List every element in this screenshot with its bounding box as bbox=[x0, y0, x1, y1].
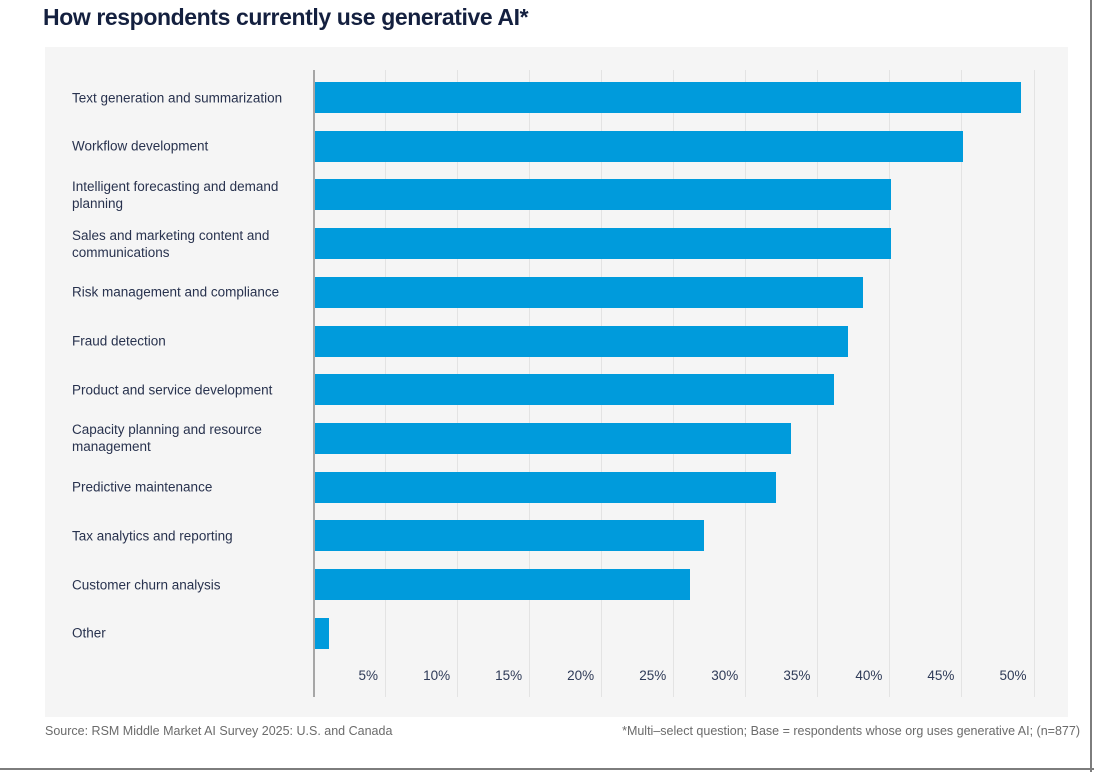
bar-6 bbox=[315, 325, 849, 357]
category-label-12: Other bbox=[72, 625, 106, 641]
bar-12 bbox=[315, 617, 330, 649]
x-tick-label-10: 10% bbox=[423, 668, 451, 683]
bar-5 bbox=[315, 276, 863, 308]
category-label-5: Risk management and compliance bbox=[72, 284, 280, 300]
x-tick-label-40: 40% bbox=[855, 668, 883, 683]
x-tick-label-20: 20% bbox=[567, 668, 595, 683]
gridline-50 bbox=[1033, 70, 1035, 697]
x-tick-label-15: 15% bbox=[495, 668, 523, 683]
x-tick-label-50: 50% bbox=[999, 668, 1027, 683]
x-tick-label-45: 45% bbox=[927, 668, 955, 683]
category-label-3: Intelligent forecasting and demand plann… bbox=[72, 178, 279, 211]
bar-2 bbox=[315, 130, 964, 162]
gridline-40 bbox=[889, 70, 891, 697]
category-label-9: Predictive maintenance bbox=[72, 479, 213, 495]
plot-area: 5% 10% 15% 20% 25% 30% 35% 40% 45% 50% bbox=[313, 70, 1068, 697]
x-tick-label-25: 25% bbox=[639, 668, 667, 683]
page-border-bottom bbox=[0, 768, 1094, 770]
category-label-6: Fraud detection bbox=[72, 333, 166, 349]
chart-title: How respondents currently use generative… bbox=[43, 4, 529, 30]
footer: Source: RSM Middle Market AI Survey 2025… bbox=[45, 724, 1080, 738]
category-label-11: Customer churn analysis bbox=[72, 577, 221, 592]
gridline-45 bbox=[961, 70, 963, 697]
bar-1 bbox=[315, 82, 1022, 113]
bar-8 bbox=[315, 422, 791, 454]
page-border-right bbox=[1090, 0, 1092, 772]
bar-11 bbox=[315, 569, 690, 600]
bar-4 bbox=[315, 228, 892, 260]
category-label-2: Workflow development bbox=[72, 138, 209, 154]
category-label-1: Text generation and summarization bbox=[72, 90, 283, 105]
footnote-text: *Multi–select question; Base = responden… bbox=[622, 724, 1080, 738]
bar-3 bbox=[315, 179, 892, 211]
x-tick-label-30: 30% bbox=[711, 668, 739, 683]
x-tick-label-35: 35% bbox=[783, 668, 811, 683]
x-tick-label-5: 5% bbox=[358, 668, 379, 683]
category-label-10: Tax analytics and reporting bbox=[72, 528, 233, 544]
bar-7 bbox=[315, 374, 834, 406]
y-axis-line bbox=[313, 70, 315, 697]
bar-9 bbox=[315, 471, 777, 503]
category-label-7: Product and service development bbox=[72, 382, 273, 398]
category-label-4: Sales and marketing content and communic… bbox=[72, 227, 270, 260]
source-text: Source: RSM Middle Market AI Survey 2025… bbox=[45, 724, 393, 738]
chart-card: 5% 10% 15% 20% 25% 30% 35% 40% 45% 50% Text gener… bbox=[45, 47, 1068, 717]
bar-10 bbox=[315, 520, 705, 552]
category-label-8: Capacity planning and resource managemen… bbox=[72, 422, 262, 455]
